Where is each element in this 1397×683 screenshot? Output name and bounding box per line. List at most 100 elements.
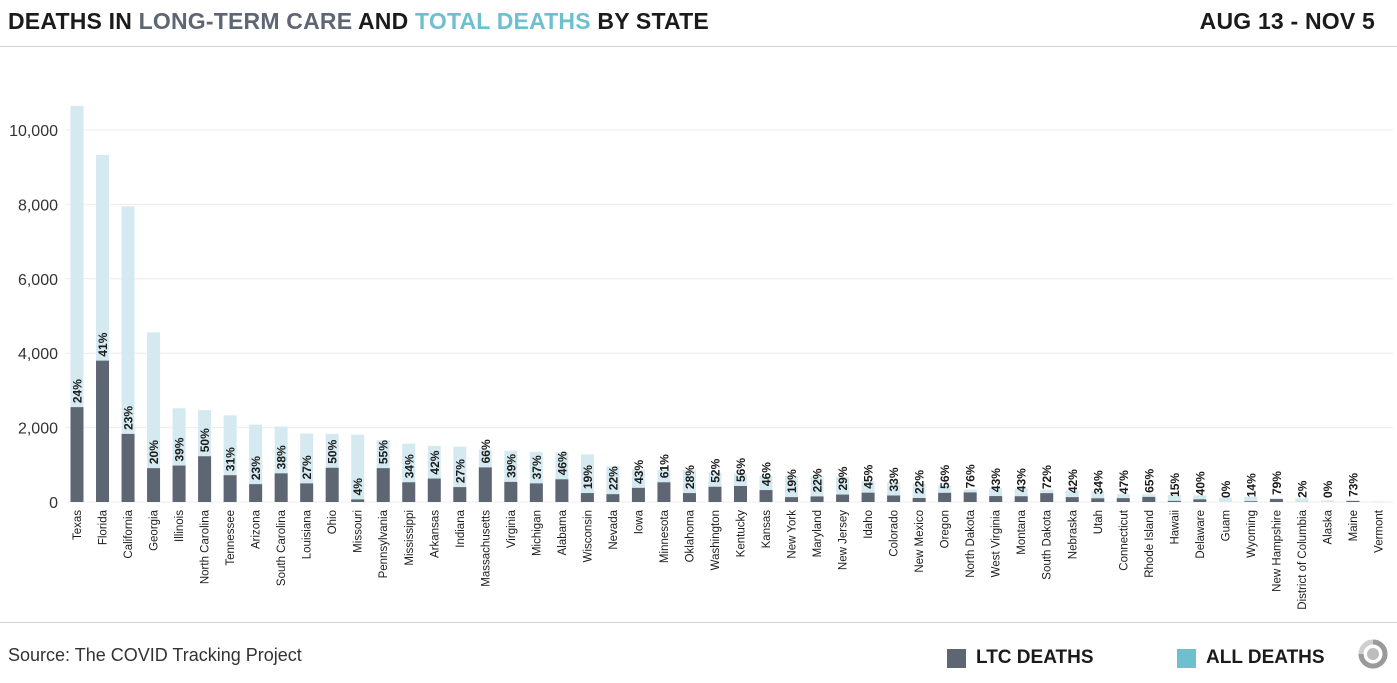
- ltc-percent-label: 23%: [249, 456, 263, 480]
- ltc-percent-label: 0%: [1219, 480, 1233, 498]
- legend-all-label: ALL DEATHS: [1206, 647, 1325, 669]
- ltc-percent-label: 56%: [938, 465, 952, 489]
- x-tick-label: Utah: [1093, 510, 1105, 534]
- ltc-deaths-bar: [351, 499, 364, 502]
- ltc-percent-label: 38%: [275, 445, 289, 469]
- ltc-deaths-bar: [173, 466, 186, 502]
- ltc-percent-label: 46%: [760, 462, 774, 486]
- ltc-percent-label: 34%: [1091, 470, 1105, 494]
- ltc-deaths-bar: [632, 488, 645, 502]
- ltc-deaths-bar: [504, 482, 517, 502]
- legend-all: ALL DEATHS: [1177, 647, 1325, 669]
- all-deaths-bar: [1321, 500, 1334, 502]
- ltc-percent-label: 72%: [1040, 465, 1054, 489]
- y-tick-label: 0: [49, 495, 58, 512]
- x-tick-label: Texas: [72, 510, 84, 540]
- title-mid: AND: [352, 8, 415, 34]
- ltc-percent-label: 47%: [1117, 470, 1131, 494]
- ltc-deaths-bar: [683, 493, 696, 502]
- ltc-percent-label: 73%: [1346, 473, 1360, 497]
- x-tick-label: North Dakota: [965, 509, 977, 577]
- ltc-percent-label: 28%: [683, 465, 697, 489]
- ltc-percent-label: 37%: [530, 455, 544, 479]
- ltc-deaths-bar: [1040, 493, 1053, 502]
- source-note: Source: The COVID Tracking Project: [8, 645, 302, 666]
- x-tick-label: Guam: [1220, 510, 1232, 541]
- ltc-deaths-bar: [122, 434, 135, 502]
- legend-all-swatch: [1177, 649, 1196, 668]
- legend-ltc-label: LTC DEATHS: [976, 647, 1094, 669]
- x-tick-label: Connecticut: [1118, 509, 1130, 571]
- x-tick-label: Iowa: [633, 509, 645, 534]
- ltc-percent-label: 22%: [913, 470, 927, 494]
- ltc-percent-label: 31%: [224, 447, 238, 471]
- ltc-percent-label: 42%: [428, 450, 442, 474]
- x-tick-label: New Jersey: [838, 510, 850, 570]
- ltc-deaths-bar: [862, 493, 875, 502]
- x-tick-label: South Dakota: [1042, 509, 1054, 579]
- x-tick-label: Mississippi: [404, 510, 416, 566]
- ltc-percent-label: 41%: [96, 332, 110, 356]
- title-all-highlight: TOTAL DEATHS: [415, 8, 591, 34]
- ltc-deaths-bar: [71, 407, 84, 502]
- x-tick-label: New Hampshire: [1271, 510, 1283, 592]
- ltc-percent-label: 43%: [989, 468, 1003, 492]
- x-tick-label: Colorado: [889, 510, 901, 557]
- ltc-deaths-bar: [453, 487, 466, 502]
- ltc-percent-label: 42%: [1066, 469, 1080, 493]
- ltc-deaths-bar: [1270, 499, 1283, 502]
- ltc-percent-label: 23%: [122, 406, 136, 430]
- x-tick-label: North Carolina: [200, 509, 212, 584]
- ltc-deaths-bar: [785, 497, 798, 502]
- chart-header: DEATHS IN LONG-TERM CARE AND TOTAL DEATH…: [0, 0, 1397, 47]
- y-tick-label: 8,000: [18, 197, 58, 214]
- x-tick-label: Florida: [98, 509, 110, 545]
- x-tick-label: Washington: [710, 510, 722, 570]
- ltc-percent-label: 24%: [71, 379, 85, 403]
- ltc-deaths-bar: [479, 467, 492, 502]
- date-range: AUG 13 - NOV 5: [1200, 8, 1375, 35]
- ltc-percent-label: 40%: [1193, 471, 1207, 495]
- x-tick-label: Tennessee: [225, 510, 237, 566]
- ltc-percent-label: 14%: [1244, 473, 1258, 497]
- ltc-percent-label: 0%: [1321, 480, 1335, 498]
- ltc-deaths-bar: [836, 495, 849, 502]
- all-deaths-bars: [71, 106, 1385, 502]
- x-tick-label: Arizona: [251, 509, 263, 549]
- x-tick-label: Wyoming: [1246, 510, 1258, 558]
- grid-lines: [66, 130, 1393, 502]
- x-tick-label: Nevada: [608, 509, 620, 549]
- chart-title: DEATHS IN LONG-TERM CARE AND TOTAL DEATH…: [8, 8, 709, 35]
- ltc-deaths-bar: [428, 479, 441, 502]
- x-tick-label: Kentucky: [736, 510, 748, 558]
- x-tick-label: Maryland: [812, 510, 824, 557]
- ltc-percent-label: 45%: [862, 464, 876, 488]
- ltc-percent-label: 29%: [836, 466, 850, 490]
- ltc-deaths-bar: [734, 486, 747, 502]
- y-tick-label: 6,000: [18, 272, 58, 289]
- x-tick-label: Idaho: [863, 510, 875, 539]
- x-tick-label: Delaware: [1195, 510, 1207, 559]
- x-tick-label: Vermont: [1373, 509, 1385, 553]
- x-tick-label: Louisiana: [302, 509, 314, 559]
- chart-footer: Source: The COVID Tracking Project LTC D…: [0, 622, 1397, 683]
- ltc-percent-label: 33%: [887, 467, 901, 491]
- ltc-deaths-bar: [938, 493, 951, 502]
- ltc-deaths-bar: [1015, 496, 1028, 502]
- ltc-deaths-bar: [249, 484, 262, 502]
- ltc-percent-label: 66%: [479, 439, 493, 463]
- ltc-percent-label: 56%: [734, 458, 748, 482]
- x-tick-label: District of Columbia: [1297, 509, 1309, 609]
- ltc-deaths-bar: [96, 361, 109, 502]
- ltc-percent-label: 61%: [657, 454, 671, 478]
- x-tick-label: New Mexico: [914, 510, 926, 573]
- ltc-deaths-bar: [147, 468, 160, 502]
- ltc-deaths-bar: [989, 496, 1002, 502]
- ltc-percent-label: 19%: [785, 469, 799, 493]
- ltc-deaths-bar: [708, 487, 721, 502]
- y-tick-label: 2,000: [18, 421, 58, 438]
- x-tick-label: Massachusetts: [480, 510, 492, 587]
- ltc-percent-label: 39%: [173, 437, 187, 461]
- ltc-deaths-bar: [913, 498, 926, 502]
